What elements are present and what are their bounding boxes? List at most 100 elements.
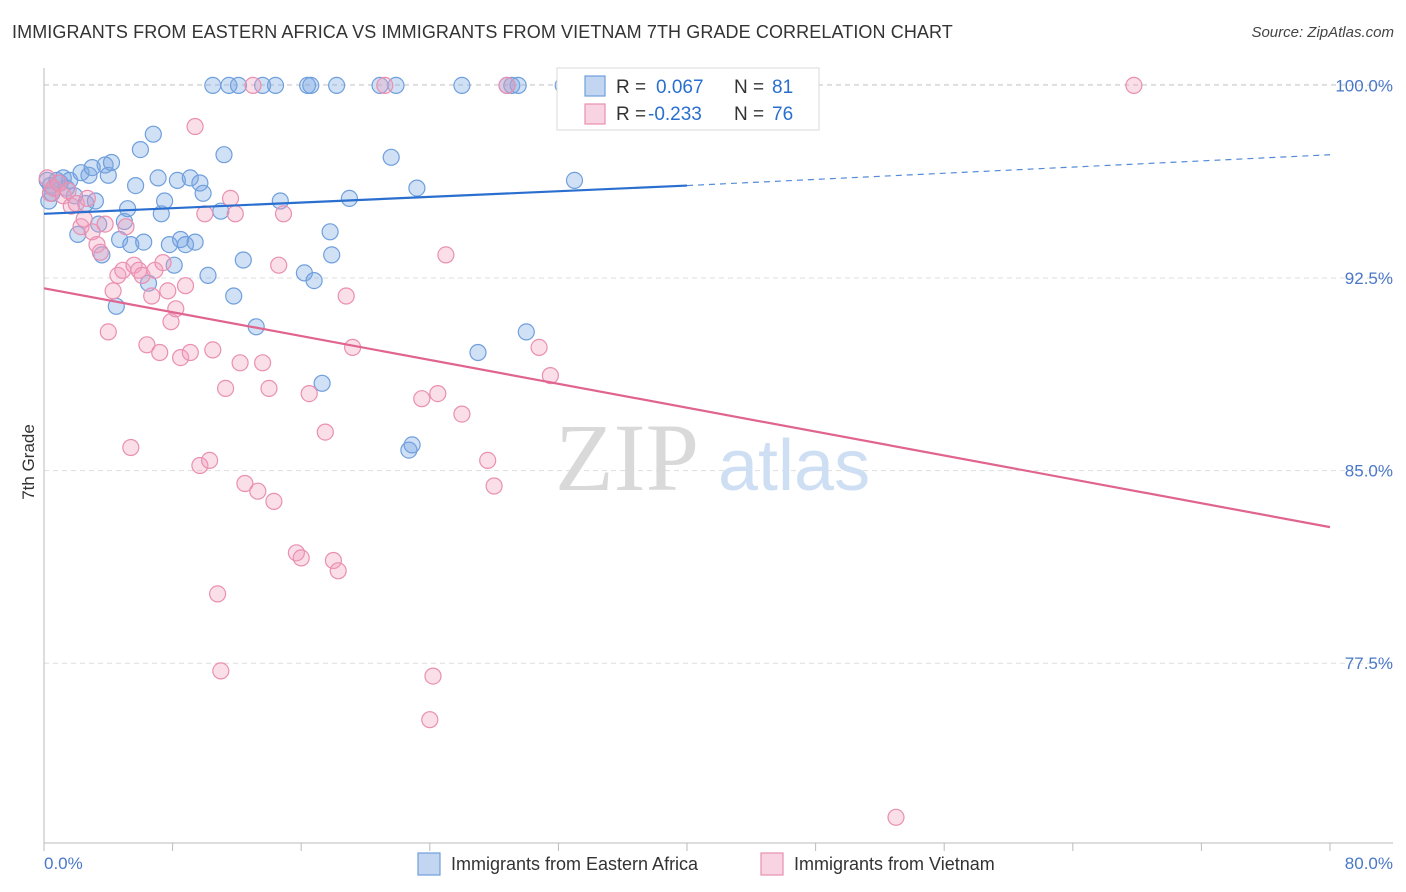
data-point: [204, 76, 222, 95]
data-point: [226, 205, 244, 223]
data-point: [328, 76, 346, 95]
data-point: [249, 482, 267, 500]
stats-n-label-blue: N =: [734, 77, 764, 98]
data-point: [131, 141, 149, 159]
data-point: [376, 76, 394, 95]
data-point: [469, 343, 487, 362]
data-point: [168, 171, 186, 189]
data-point: [99, 323, 117, 341]
data-point: [217, 379, 235, 397]
data-point: [144, 125, 162, 143]
data-point: [186, 117, 204, 136]
stats-legend-box: R = 0.067 N = 81 R = -0.233 N = 76: [556, 67, 820, 131]
data-point: [498, 76, 516, 95]
data-point: [186, 233, 204, 251]
data-point: [287, 544, 305, 562]
stats-box-frame: [556, 67, 820, 131]
data-point: [403, 436, 421, 454]
data-point: [302, 76, 320, 95]
chart-source: Source: ZipAtlas.com: [1251, 24, 1394, 41]
data-point: [118, 200, 137, 218]
data-point: [424, 667, 442, 685]
data-point: [485, 477, 503, 495]
data-point: [453, 405, 471, 423]
stats-r-value-pink: -0.233: [648, 104, 702, 125]
legend-swatch-vietnam: [760, 852, 784, 876]
data-point: [266, 76, 285, 95]
data-point: [62, 197, 80, 215]
data-point: [104, 282, 122, 300]
data-point: [503, 76, 521, 95]
y-axis-label: 7th Grade: [19, 424, 38, 500]
data-point: [162, 313, 180, 331]
data-point: [191, 456, 209, 475]
data-point: [191, 174, 209, 192]
data-point: [83, 159, 101, 177]
data-point: [453, 76, 471, 95]
data-point: [96, 215, 114, 233]
data-point: [172, 349, 190, 367]
watermark-zip: ZIP: [555, 404, 699, 511]
series-eastern-africa: [38, 76, 656, 459]
data-point: [133, 266, 151, 284]
data-point: [413, 390, 431, 408]
data-point: [265, 492, 283, 510]
points-layer: [38, 76, 1143, 826]
stats-r-label-blue: R =: [616, 77, 646, 98]
data-point: [159, 282, 177, 300]
data-point: [323, 246, 341, 264]
chart-title: IMMIGRANTS FROM EASTERN AFRICA VS IMMIGR…: [12, 22, 953, 42]
stats-n-value-blue: 81: [772, 77, 793, 98]
data-point: [541, 367, 560, 385]
trend-line-eastern-africa: [43, 184, 688, 215]
data-point: [244, 76, 262, 95]
trend-line-vietnam: [43, 287, 1331, 529]
data-point: [149, 169, 167, 187]
data-point: [135, 233, 153, 251]
data-point: [99, 166, 117, 184]
stats-swatch-blue: [584, 75, 606, 97]
data-point: [209, 585, 227, 603]
data-point: [212, 662, 230, 680]
data-point: [400, 441, 418, 459]
data-point: [199, 266, 217, 284]
data-point: [154, 254, 172, 272]
data-point: [127, 177, 145, 195]
watermark-atlas: atlas: [718, 426, 870, 506]
data-point: [408, 179, 426, 197]
data-point: [382, 148, 400, 166]
y-tick-label: 100.0%: [1335, 76, 1393, 95]
data-point: [305, 272, 323, 290]
stats-n-label-pink: N =: [734, 104, 764, 125]
data-point: [138, 336, 156, 354]
x-tick-label-min: 0.0%: [44, 854, 83, 873]
data-point: [109, 266, 127, 284]
series-vietnam: [38, 76, 1143, 826]
data-point: [887, 808, 905, 826]
data-point: [479, 451, 497, 469]
data-point: [194, 184, 212, 202]
data-point: [93, 246, 111, 264]
data-point: [156, 192, 174, 210]
y-tick-label: 85.0%: [1345, 462, 1393, 481]
data-point: [225, 287, 243, 305]
data-point: [421, 711, 439, 729]
data-point: [221, 189, 240, 207]
data-point: [122, 438, 140, 457]
data-point: [234, 251, 252, 269]
data-point: [1125, 76, 1143, 95]
data-point: [83, 223, 101, 241]
data-point: [143, 287, 161, 305]
data-point: [231, 354, 249, 372]
data-point: [165, 256, 183, 274]
data-point: [337, 287, 355, 305]
legend-label-eastern-africa: Immigrants from Eastern Africa: [451, 854, 699, 874]
data-point: [102, 153, 121, 172]
data-point: [122, 236, 140, 254]
grid-layer: [44, 83, 1393, 664]
watermark: ZIP atlas: [555, 404, 870, 511]
data-point: [181, 343, 199, 362]
data-point: [201, 451, 219, 469]
trend-layer: [43, 154, 1331, 529]
